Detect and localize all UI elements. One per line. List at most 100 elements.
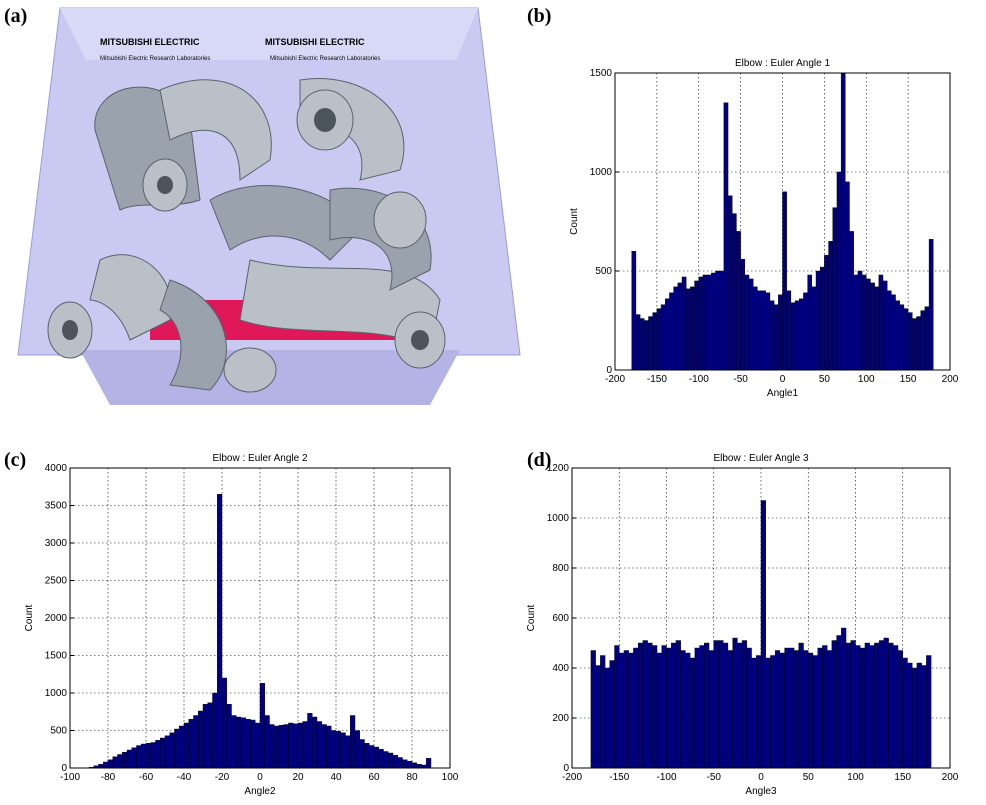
bar [832, 207, 838, 371]
bar [312, 716, 318, 769]
bar [853, 274, 859, 371]
bar [782, 191, 787, 371]
bar [642, 640, 648, 769]
x-tick-label: -100 [60, 772, 80, 783]
bar [647, 642, 653, 769]
bar [426, 758, 432, 769]
bar [193, 715, 199, 769]
bar [145, 743, 151, 769]
bar [155, 740, 161, 769]
bar [769, 300, 775, 371]
bar [878, 274, 884, 371]
bar [740, 258, 746, 371]
bar [183, 722, 189, 769]
bar [715, 270, 720, 371]
y-axis-label: Count [526, 604, 537, 631]
bar [916, 662, 922, 769]
bar [719, 270, 725, 371]
x-tick-label: -150 [647, 374, 667, 385]
bar [297, 722, 303, 769]
bar [359, 739, 365, 769]
bar [635, 314, 641, 371]
bar [916, 316, 921, 371]
bar [250, 719, 256, 769]
bar [694, 280, 699, 371]
bar [727, 195, 733, 371]
bar [732, 637, 738, 769]
bar [899, 304, 905, 371]
bar [378, 749, 384, 769]
x-tick-label: -50 [733, 374, 748, 385]
bar [893, 645, 899, 769]
bar [836, 171, 842, 371]
bar [307, 713, 313, 769]
bar [866, 278, 871, 371]
bar [666, 647, 672, 769]
bar [765, 292, 771, 371]
bar [912, 318, 917, 371]
bar [259, 683, 265, 769]
bar [845, 181, 850, 371]
bar [849, 231, 854, 371]
bar [369, 745, 375, 769]
bar [760, 500, 766, 769]
bar [122, 752, 128, 769]
bar [746, 647, 752, 769]
bar [383, 751, 389, 769]
bar [786, 290, 792, 371]
bar [98, 764, 104, 769]
y-tick-label: 1000 [590, 167, 613, 178]
x-tick-label: 100 [847, 772, 864, 783]
bar [131, 747, 137, 769]
x-tick-label: 200 [942, 374, 959, 385]
bar [677, 282, 683, 371]
bar [278, 725, 284, 769]
x-tick-label: 100 [442, 772, 459, 783]
bar [283, 724, 289, 769]
bar [779, 652, 785, 769]
bar [757, 290, 762, 371]
bar [803, 292, 808, 371]
bar [340, 732, 346, 769]
bar [812, 655, 818, 769]
panel-label: (c) [4, 449, 26, 471]
bar [316, 721, 322, 769]
bar [803, 650, 809, 769]
bar [861, 274, 867, 371]
chart-title: Elbow : Euler Angle 2 [212, 453, 307, 464]
x-tick-label: 20 [292, 772, 304, 783]
bar [226, 704, 232, 769]
bar [886, 290, 892, 371]
bar [752, 286, 758, 371]
y-axis-label: Count [569, 208, 580, 235]
bar [882, 280, 888, 371]
bar [718, 640, 724, 769]
bar [604, 667, 611, 769]
bar [808, 652, 814, 769]
bar [411, 762, 417, 769]
bar [656, 308, 662, 371]
bar [794, 300, 800, 371]
image-text: Mitsubishi Electric Research Laboratorie… [100, 56, 210, 62]
bar [673, 286, 679, 371]
bar [864, 642, 870, 769]
x-tick-label: 50 [803, 772, 815, 783]
bar [761, 290, 766, 371]
x-tick-label: 150 [894, 772, 911, 783]
x-tick-label: 60 [368, 772, 380, 783]
axes-box [614, 72, 951, 371]
bar [160, 737, 166, 769]
y-tick-label: 400 [552, 663, 569, 674]
y-tick-label: 2000 [45, 613, 68, 624]
bar [302, 721, 308, 769]
image-text: MITSUBISHI ELECTRIC [265, 37, 365, 47]
bar [609, 660, 615, 769]
bar [675, 640, 681, 769]
bar [207, 702, 213, 769]
bar [174, 728, 180, 769]
y-tick-label: 4000 [45, 463, 68, 474]
bar [907, 662, 913, 769]
bar [850, 640, 856, 769]
bar [723, 102, 729, 371]
image-text: Mitsubishi Electric Research Laboratorie… [270, 56, 380, 62]
